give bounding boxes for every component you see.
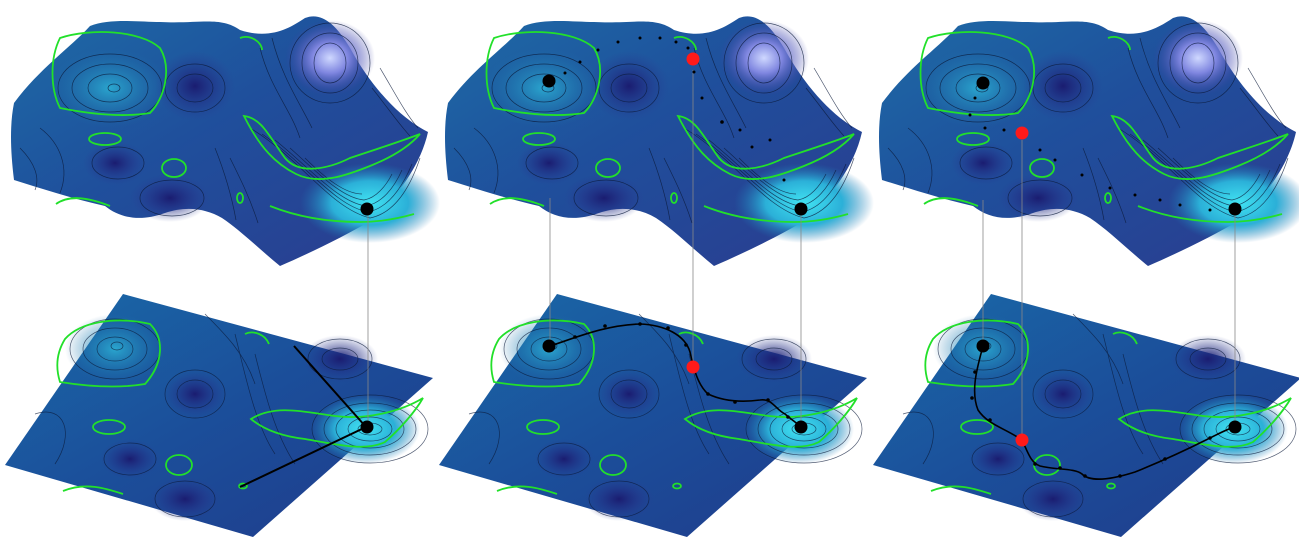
panel-1-surface-3d xyxy=(10,15,441,267)
projection-lines xyxy=(549,70,802,426)
panel-2 xyxy=(438,15,875,538)
minimum-marker xyxy=(1228,202,1242,216)
minimum-marker xyxy=(1228,420,1242,434)
saddle-marker xyxy=(1015,433,1029,447)
panel-2-trajectory-3d xyxy=(563,36,786,182)
panel-1-descent-path xyxy=(239,345,367,488)
minimum-marker xyxy=(794,420,808,434)
minimum-marker xyxy=(542,339,556,353)
panel-2-trajectory-ticks xyxy=(573,322,790,419)
minimum-marker xyxy=(794,202,808,216)
projection-lines xyxy=(982,140,1236,440)
minimum-marker xyxy=(976,76,990,90)
minimum-marker xyxy=(360,202,374,216)
panel-3-trajectory-ticks xyxy=(970,370,1212,478)
saddle-marker xyxy=(686,360,700,374)
panel-3-surface-3d xyxy=(878,15,1299,267)
minimum-marker xyxy=(542,74,556,88)
panel-2-surface-2d xyxy=(438,293,868,538)
saddle-marker xyxy=(686,52,700,66)
panel-2-surface-3d xyxy=(444,15,875,267)
panel-1-surface-2d xyxy=(4,293,434,538)
panel-3 xyxy=(872,15,1299,538)
saddle-marker xyxy=(1015,126,1029,140)
panel-2-trajectory-2d xyxy=(549,323,802,428)
minimum-marker xyxy=(360,420,374,434)
panel-3-trajectory-3d xyxy=(968,96,1212,212)
minimum-marker xyxy=(976,339,990,353)
panel-3-trajectory-2d xyxy=(973,345,1236,480)
panel-1 xyxy=(4,15,441,538)
